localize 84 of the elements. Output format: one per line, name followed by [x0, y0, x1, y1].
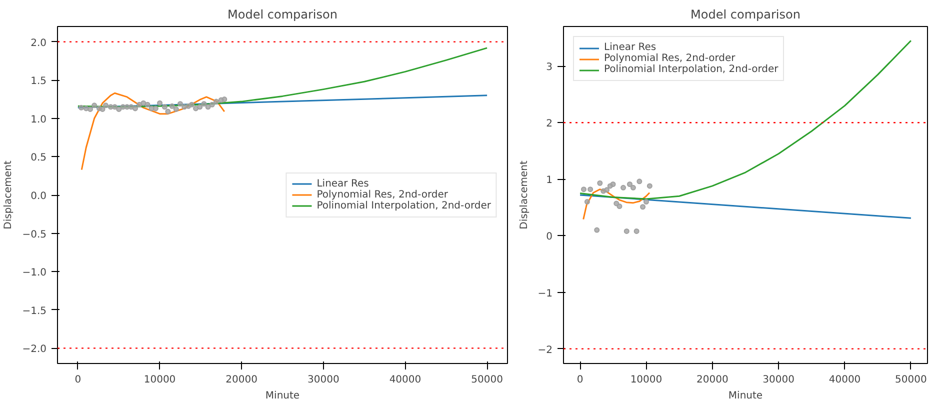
x-tick-label: 20000: [226, 374, 258, 386]
point: [92, 102, 98, 108]
point: [177, 101, 183, 107]
y-tick-label: −2.0: [22, 344, 47, 356]
point: [103, 102, 109, 108]
y-tick-label: 0.0: [30, 191, 47, 202]
legend-label: Polinomial Interpolation, 2nd-order: [316, 200, 491, 211]
point: [140, 100, 146, 106]
point: [209, 102, 215, 108]
y-axis-title: Displacement: [3, 160, 14, 230]
point: [193, 106, 199, 112]
point: [620, 184, 626, 190]
x-axis-title: Minute: [265, 390, 300, 402]
y-tick-label: 2: [546, 118, 553, 130]
line-series: [80, 92, 226, 170]
x-tick-label: 20000: [696, 374, 728, 386]
y-tick-label: 0.5: [30, 152, 47, 164]
legend-label: Polynomial Res, 2nd-order: [604, 53, 736, 64]
point: [588, 186, 594, 192]
point: [630, 184, 636, 190]
y-tick-label: −1.0: [22, 268, 47, 279]
point: [165, 108, 171, 114]
point: [594, 227, 600, 233]
point: [100, 106, 106, 112]
x-tick-label: 10000: [144, 374, 176, 386]
point: [581, 186, 586, 192]
point: [144, 102, 150, 108]
y-tick-label: −1.5: [22, 306, 47, 317]
point: [640, 204, 646, 210]
point: [616, 204, 622, 210]
point: [604, 187, 610, 193]
legend-label: Polinomial Interpolation, 2nd-order: [604, 64, 778, 75]
x-tick-label: 0: [74, 374, 82, 386]
chart-title: Model comparison: [228, 8, 338, 22]
point: [584, 199, 590, 205]
x-tick-label: 30000: [308, 374, 340, 386]
point: [87, 106, 93, 112]
point: [162, 104, 168, 110]
legend-label: Polynomial Res, 2nd-order: [316, 189, 448, 200]
point: [152, 106, 158, 112]
y-tick-label: 1.5: [30, 76, 47, 88]
x-axis-title: Minute: [728, 390, 763, 402]
point: [112, 104, 118, 110]
y-tick-label: −2: [538, 344, 553, 356]
y-tick-label: 3: [546, 62, 553, 74]
y-axis-title: Displacement: [518, 160, 530, 230]
x-tick-label: 50000: [471, 374, 503, 386]
x-tick-label: 40000: [389, 374, 422, 386]
point: [624, 228, 630, 234]
point: [627, 182, 632, 187]
point: [157, 100, 163, 106]
point: [610, 182, 616, 187]
x-tick-label: 50000: [895, 374, 927, 386]
point: [128, 104, 134, 110]
point: [646, 183, 652, 189]
legend-label: Linear Res: [316, 178, 369, 189]
point: [132, 106, 138, 112]
point: [116, 106, 122, 112]
point: [173, 106, 179, 112]
point: [136, 102, 142, 108]
chart-title: Model comparison: [690, 8, 800, 22]
y-tick-label: −0.5: [22, 229, 47, 240]
x-tick-label: 30000: [762, 374, 794, 386]
point: [222, 96, 228, 102]
point: [643, 199, 649, 205]
legend-label: Linear Res: [604, 42, 656, 53]
y-tick-label: 0: [546, 232, 553, 243]
point: [197, 104, 203, 110]
point: [78, 104, 84, 110]
y-tick-label: 1: [546, 175, 553, 186]
y-tick-label: −1: [538, 288, 553, 300]
point: [169, 103, 175, 109]
point: [205, 104, 211, 110]
point: [201, 101, 207, 107]
x-tick-label: 0: [576, 374, 584, 386]
y-tick-label: 1.0: [30, 114, 47, 126]
point: [636, 178, 642, 184]
point: [213, 98, 219, 104]
point: [188, 102, 194, 108]
x-tick-label: 10000: [630, 374, 662, 386]
point: [597, 180, 603, 186]
point: [634, 228, 640, 234]
y-tick-label: 2.0: [30, 38, 47, 49]
x-tick-label: 40000: [828, 374, 861, 386]
